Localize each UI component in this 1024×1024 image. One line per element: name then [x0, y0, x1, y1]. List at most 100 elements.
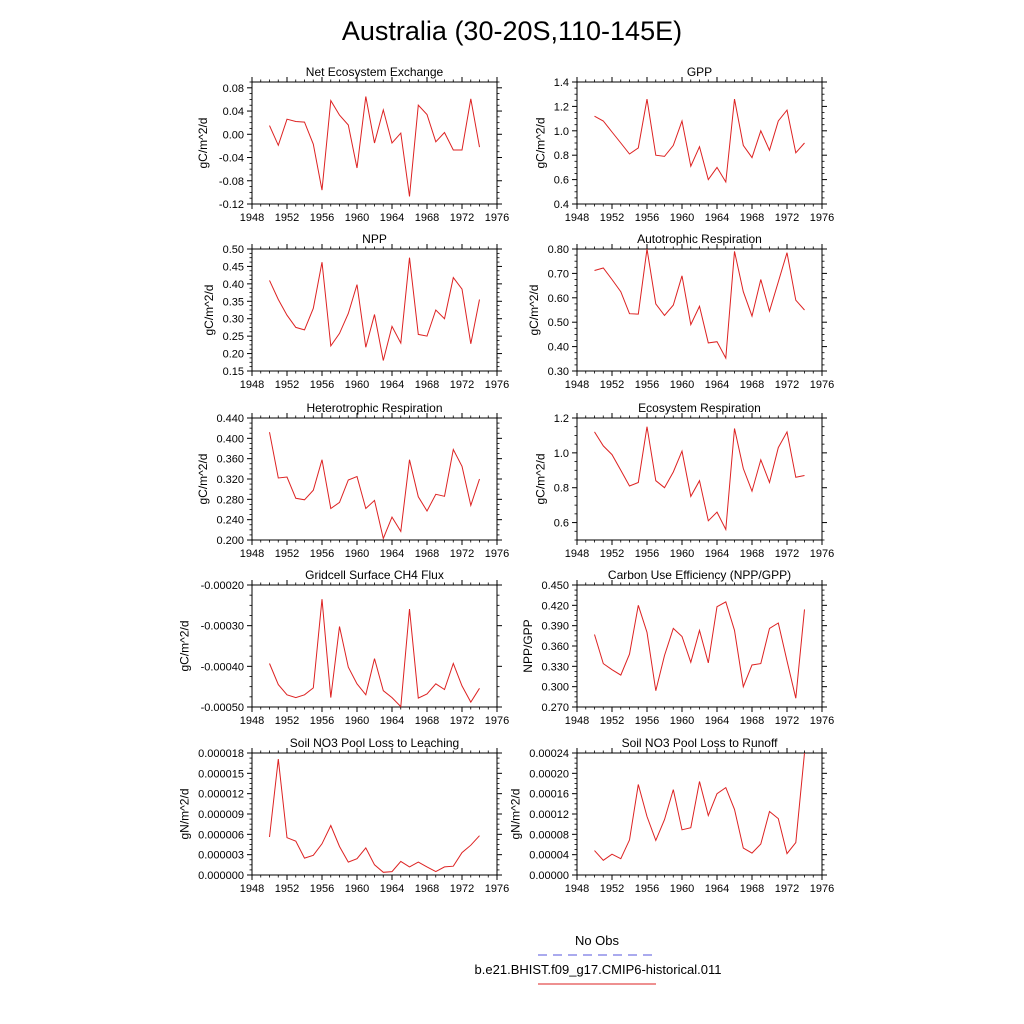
x-tick-label: 1968 — [740, 883, 764, 895]
y-tick-label: 0.30 — [548, 366, 569, 378]
panels: Net Ecosystem Exchange 1948 1952 1956 1960 19… — [177, 65, 834, 895]
x-tick-label: 1952 — [600, 379, 624, 391]
y-axis-label: NPP/GPP — [521, 619, 535, 672]
y-tick-label: 0.200 — [216, 535, 244, 547]
chart-title: GPP — [687, 65, 712, 79]
y-tick-label: 0.30 — [223, 314, 244, 326]
series-line — [594, 99, 805, 184]
chart-title: Autotrophic Respiration — [637, 232, 762, 246]
y-tick-label: 0.8 — [554, 483, 569, 495]
y-tick-label: -0.04 — [219, 153, 244, 165]
y-tick-label: -0.00030 — [201, 621, 244, 633]
x-tick-label: 1956 — [635, 212, 659, 224]
x-tick-label: 1968 — [415, 883, 439, 895]
x-tick-label: 1976 — [810, 379, 834, 391]
chart-panel: GPP 1948 1952 1956 1960 1964 1968 1972 1976 0.4 0.… — [533, 65, 834, 224]
x-tick-label: 1976 — [485, 548, 509, 560]
x-tick-label: 1948 — [240, 379, 264, 391]
plot-frame — [576, 584, 823, 708]
x-tick-label: 1956 — [310, 379, 334, 391]
x-tick-label: 1948 — [565, 212, 589, 224]
y-tick-label: 0.000018 — [198, 748, 244, 760]
x-tick-label: 1948 — [565, 715, 589, 727]
y-tick-label: 1.2 — [554, 413, 569, 425]
y-tick-label: 0.20 — [223, 349, 244, 361]
x-tick-label: 1972 — [450, 379, 474, 391]
x-tick-label: 1960 — [345, 715, 369, 727]
x-tick-label: 1976 — [485, 883, 509, 895]
x-tick-label: 1968 — [415, 548, 439, 560]
x-tick-label: 1956 — [310, 715, 334, 727]
y-tick-label: 0.00020 — [529, 768, 569, 780]
plot-frame — [576, 752, 823, 876]
x-tick-label: 1968 — [415, 212, 439, 224]
x-tick-label: 1964 — [705, 883, 729, 895]
plot-frame — [576, 81, 823, 205]
legend: No Obs b.e21.BHIST.f09_g17.CMIP6-histori… — [475, 933, 721, 985]
x-tick-label: 1948 — [565, 379, 589, 391]
x-tick-label: 1952 — [275, 715, 299, 727]
x-tick-label: 1952 — [600, 548, 624, 560]
x-tick-label: 1964 — [380, 212, 404, 224]
x-tick-label: 1956 — [310, 212, 334, 224]
x-tick-label: 1952 — [275, 379, 299, 391]
x-tick-label: 1960 — [345, 548, 369, 560]
chart-panel: Net Ecosystem Exchange 1948 1952 1956 1960 19… — [196, 65, 509, 224]
y-tick-label: 0.000015 — [198, 768, 244, 780]
series-line — [594, 752, 805, 861]
y-axis-label: gC/m^2/d — [533, 454, 547, 505]
x-tick-label: 1972 — [775, 715, 799, 727]
x-tick-label: 1956 — [635, 715, 659, 727]
y-tick-label: 0.08 — [223, 83, 244, 95]
x-tick-label: 1968 — [740, 212, 764, 224]
y-axis-label: gC/m^2/d — [202, 285, 216, 336]
figure-title: Australia (30-20S,110-145E) — [342, 16, 682, 46]
x-tick-label: 1948 — [565, 883, 589, 895]
x-tick-label: 1960 — [670, 883, 694, 895]
y-tick-label: -0.08 — [219, 176, 244, 188]
x-tick-label: 1956 — [635, 379, 659, 391]
x-tick-label: 1952 — [275, 548, 299, 560]
y-tick-label: 0.360 — [216, 454, 244, 466]
y-tick-label: 0.80 — [548, 244, 569, 256]
chart-panel: Gridcell Surface CH4 Flux 1948 1952 1956 196… — [177, 568, 509, 727]
series-line — [269, 96, 480, 197]
y-tick-label: 0.450 — [541, 580, 569, 592]
x-tick-label: 1948 — [240, 548, 264, 560]
x-tick-label: 1960 — [345, 379, 369, 391]
y-tick-label: 0.70 — [548, 268, 569, 280]
x-tick-label: 1972 — [450, 548, 474, 560]
x-tick-label: 1960 — [670, 212, 694, 224]
legend-label-obs: No Obs — [575, 933, 620, 948]
y-tick-label: 0.300 — [541, 682, 569, 694]
y-tick-label: 0.000012 — [198, 789, 244, 801]
chart-title: Soil NO3 Pool Loss to Leaching — [290, 736, 459, 750]
x-tick-label: 1972 — [775, 379, 799, 391]
y-tick-label: 0.00008 — [529, 829, 569, 841]
x-tick-label: 1976 — [810, 883, 834, 895]
x-tick-label: 1956 — [635, 548, 659, 560]
x-tick-label: 1956 — [310, 883, 334, 895]
y-tick-label: 0.4 — [554, 199, 569, 211]
y-tick-label: -0.12 — [219, 199, 244, 211]
y-tick-label: 0.60 — [548, 293, 569, 305]
y-tick-label: 0.00024 — [529, 748, 569, 760]
plot-frame — [251, 752, 498, 876]
y-tick-label: 1.4 — [554, 77, 569, 89]
x-tick-label: 1972 — [775, 883, 799, 895]
x-tick-label: 1948 — [565, 548, 589, 560]
y-tick-label: 0.420 — [541, 600, 569, 612]
x-tick-label: 1956 — [310, 548, 334, 560]
y-tick-label: 0.000003 — [198, 850, 244, 862]
series-line — [269, 257, 480, 361]
x-tick-label: 1960 — [670, 715, 694, 727]
x-tick-label: 1976 — [810, 212, 834, 224]
series-line — [594, 601, 805, 699]
y-tick-label: 0.40 — [548, 342, 569, 354]
chart-title: Heterotrophic Respiration — [306, 401, 442, 415]
chart-title: Ecosystem Respiration — [638, 401, 761, 415]
y-tick-label: 0.240 — [216, 515, 244, 527]
x-tick-label: 1960 — [345, 883, 369, 895]
x-tick-label: 1964 — [705, 212, 729, 224]
